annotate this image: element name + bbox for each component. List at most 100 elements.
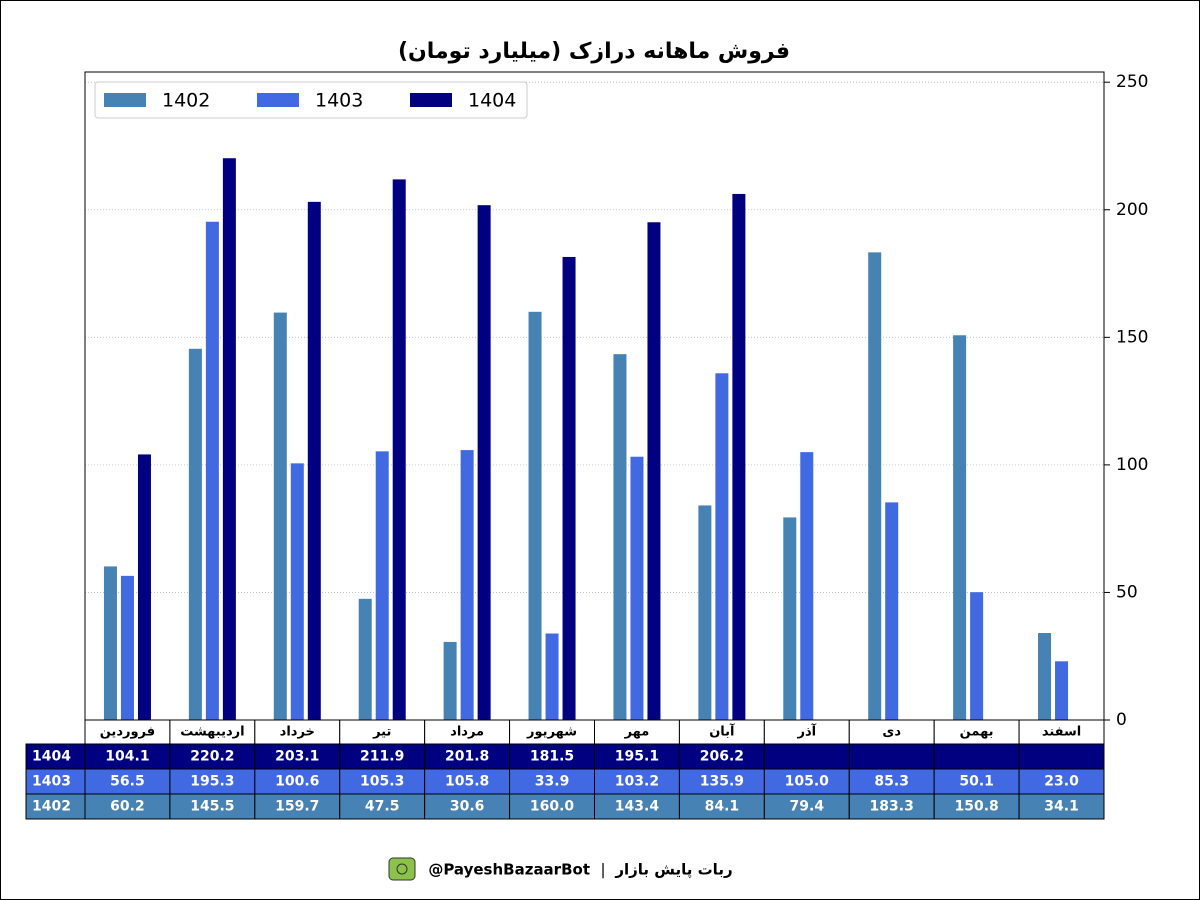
table-cell [254,793,341,820]
bar [1038,633,1052,720]
bar [290,463,304,720]
bar [970,592,984,720]
table-cell [1018,768,1105,795]
bar [885,502,899,720]
table-value: 23.0 [1044,774,1079,790]
bar [868,252,882,720]
bar [120,575,134,720]
bar [222,158,236,720]
bar [528,311,542,720]
bar [732,193,746,720]
bar [800,452,814,720]
table-cell [169,793,256,820]
bar [698,505,712,720]
table-value: 104.1 [105,749,149,765]
bar [545,633,559,720]
bar [647,222,661,720]
table-value: 105.3 [360,774,404,790]
table-cell [848,793,935,820]
footer-bot-name: ربات پایش بازار [614,861,732,880]
table-value: 56.5 [110,774,145,790]
y-tick-label: 250 [1116,72,1148,92]
table-cell [848,743,935,770]
bar [392,179,406,720]
table-header-cell [84,719,171,745]
table-header-label: دی [882,725,901,740]
table-value: 150.8 [954,799,998,815]
table-value: 203.1 [275,749,319,765]
bot-icon-eye [396,863,408,875]
bar [103,566,117,720]
y-tick-label: 0 [1116,710,1127,730]
table-cell [169,768,256,795]
table-header-label: مرداد [450,725,484,740]
legend-label: 1404 [468,90,516,112]
table-header-label: اسفند [1042,725,1081,740]
table-header-label: آبان [709,723,735,740]
table-cell [509,793,596,820]
table-cell [339,743,426,770]
table-header-label: آذر [796,723,816,740]
y-tick-label: 100 [1116,455,1148,475]
footer: @PayeshBazaarBot | ربات پایش بازار [388,857,733,881]
table-value: 105.8 [445,774,489,790]
table-cell [1018,793,1105,820]
bar [562,256,576,720]
table-cell [424,768,511,795]
table-row-label: 1402 [32,799,71,815]
table-cell [84,743,171,770]
bar [188,348,202,720]
table-header-cell [254,719,341,745]
table-cell [594,743,680,770]
table-header-label: تیر [372,725,391,740]
table-header-cell [678,719,765,745]
table-value: 211.9 [360,749,404,765]
bar [358,598,372,720]
table-cell [678,743,765,770]
table-header-cell [339,719,426,745]
table-cell [424,743,511,770]
table-value: 79.4 [790,799,825,815]
table-cell [678,793,765,820]
table-value: 60.2 [110,799,145,815]
table-header-label: بهمن [960,725,994,740]
table-header-label: خرداد [280,725,315,740]
bar [953,335,967,720]
table-value: 100.6 [275,774,319,790]
table-row-label: 1404 [32,749,71,765]
table-value: 183.3 [870,799,914,815]
legend-box [94,81,528,119]
bar [137,454,151,720]
y-tick-label: 50 [1116,582,1138,602]
table-cell [933,768,1020,795]
table-header-cell [933,719,1020,745]
table-cell [1018,743,1105,770]
table-value: 160.0 [530,799,575,815]
bot-icon [388,857,416,881]
table-value: 135.9 [700,774,744,790]
bar [477,205,491,721]
footer-separator: | [600,861,605,879]
table-header-cell [1018,719,1105,745]
table-header-label: شهریور [526,725,577,740]
bar [375,451,389,720]
table-header-label: فروردین [100,725,155,740]
bar [715,373,729,720]
table-value: 105.0 [785,774,830,790]
table-cell [763,743,850,770]
table-cell [84,793,171,820]
bar [460,450,474,720]
table-row-label: 1403 [32,774,71,790]
table-cell [509,743,596,770]
table-value: 33.9 [535,774,570,790]
table-row-header [25,793,86,820]
table-header-cell [763,719,850,745]
table-value: 84.1 [705,799,740,815]
bar [273,312,287,720]
y-tick-label: 150 [1116,327,1148,347]
table-cell [509,768,596,795]
legend-label: 1403 [315,90,363,112]
table-value: 195.3 [190,774,234,790]
bar [307,201,321,721]
